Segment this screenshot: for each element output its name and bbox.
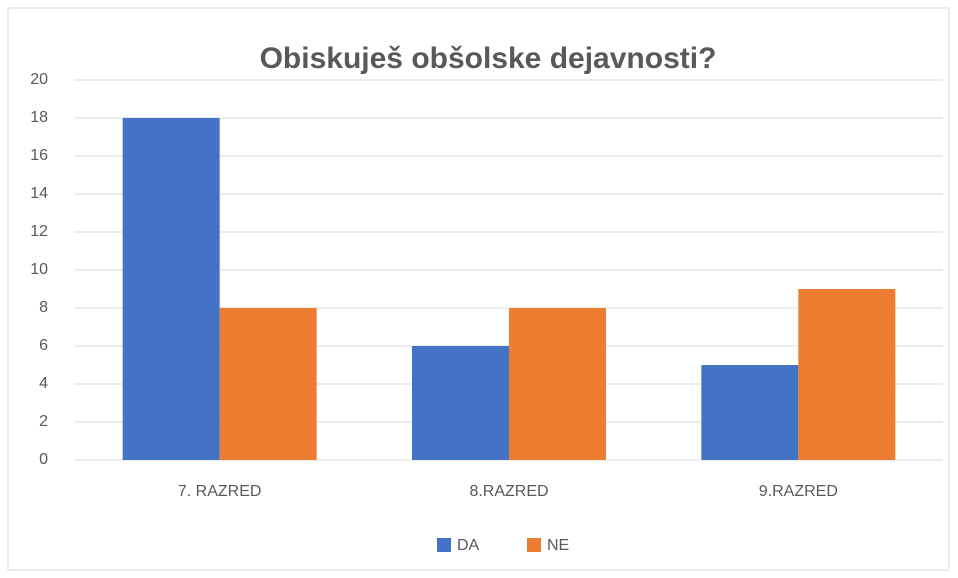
legend-label: DA xyxy=(457,537,480,554)
bar xyxy=(701,365,799,460)
y-tick-label: 14 xyxy=(30,185,48,202)
chart-title: Obiskuješ obšolske dejavnosti? xyxy=(260,42,717,75)
y-tick-label: 20 xyxy=(30,71,48,88)
x-tick-label: 9.RAZRED xyxy=(759,483,838,500)
y-tick-label: 8 xyxy=(39,299,48,316)
bar xyxy=(798,289,896,460)
y-tick-label: 12 xyxy=(30,223,48,240)
legend-swatch xyxy=(527,538,541,552)
bar xyxy=(412,346,509,460)
y-tick-label: 4 xyxy=(39,375,48,392)
bar xyxy=(509,308,606,460)
y-tick-label: 2 xyxy=(39,413,48,430)
y-tick-label: 6 xyxy=(39,337,48,354)
legend-label: NE xyxy=(547,537,569,554)
bar xyxy=(219,308,317,460)
y-tick-label: 0 xyxy=(39,451,48,468)
legend-swatch xyxy=(437,538,451,552)
bar xyxy=(122,118,220,460)
y-tick-label: 16 xyxy=(30,147,48,164)
x-tick-label: 8.RAZRED xyxy=(469,483,548,500)
y-tick-label: 18 xyxy=(30,109,48,126)
x-tick-label: 7. RAZRED xyxy=(178,483,262,500)
y-tick-label: 10 xyxy=(30,261,48,278)
